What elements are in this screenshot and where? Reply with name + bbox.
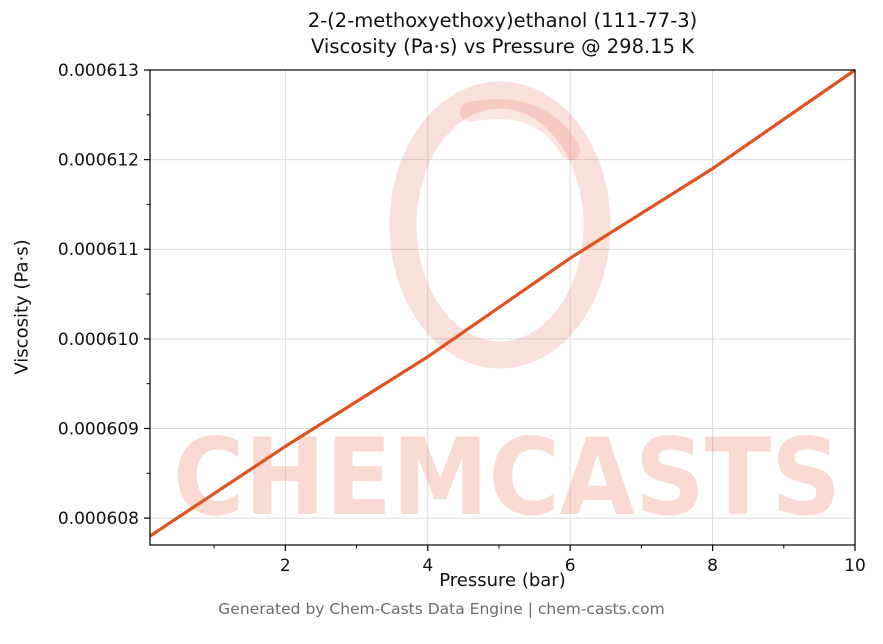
y-tick-label: 0.000612 bbox=[58, 151, 139, 171]
y-tick-label: 0.000608 bbox=[58, 509, 139, 529]
watermark-ring-icon bbox=[389, 81, 611, 369]
chart-title-line1: 2-(2-methoxyethoxy)ethanol (111-77-3) bbox=[307, 9, 698, 32]
chart-title-line2: Viscosity (Pa·s) vs Pressure @ 298.15 K bbox=[311, 35, 694, 59]
data-line bbox=[149, 68, 856, 538]
x-tick-label: 6 bbox=[565, 556, 576, 576]
chart-title: 2-(2-methoxyethoxy)ethanol (111-77-3) Vi… bbox=[150, 8, 855, 61]
x-axis-label: Pressure (bar) bbox=[439, 570, 566, 591]
x-tick-label: 10 bbox=[844, 556, 866, 576]
y-tick-label: 0.000611 bbox=[58, 240, 139, 260]
x-tick-label: 4 bbox=[422, 556, 433, 576]
x-tick-label: 2 bbox=[280, 556, 291, 576]
footer-credit: Generated by Chem-Casts Data Engine | ch… bbox=[218, 600, 665, 618]
plot-border bbox=[149, 69, 856, 546]
y-tick-label: 0.000613 bbox=[58, 61, 139, 81]
x-tick-label: 8 bbox=[707, 556, 718, 576]
watermark-text: CHEMCASTS bbox=[173, 416, 841, 539]
y-tick-label: 0.000609 bbox=[58, 419, 139, 439]
watermark-ring-accent-icon bbox=[460, 99, 580, 160]
y-tick-label: 0.000610 bbox=[58, 330, 139, 350]
